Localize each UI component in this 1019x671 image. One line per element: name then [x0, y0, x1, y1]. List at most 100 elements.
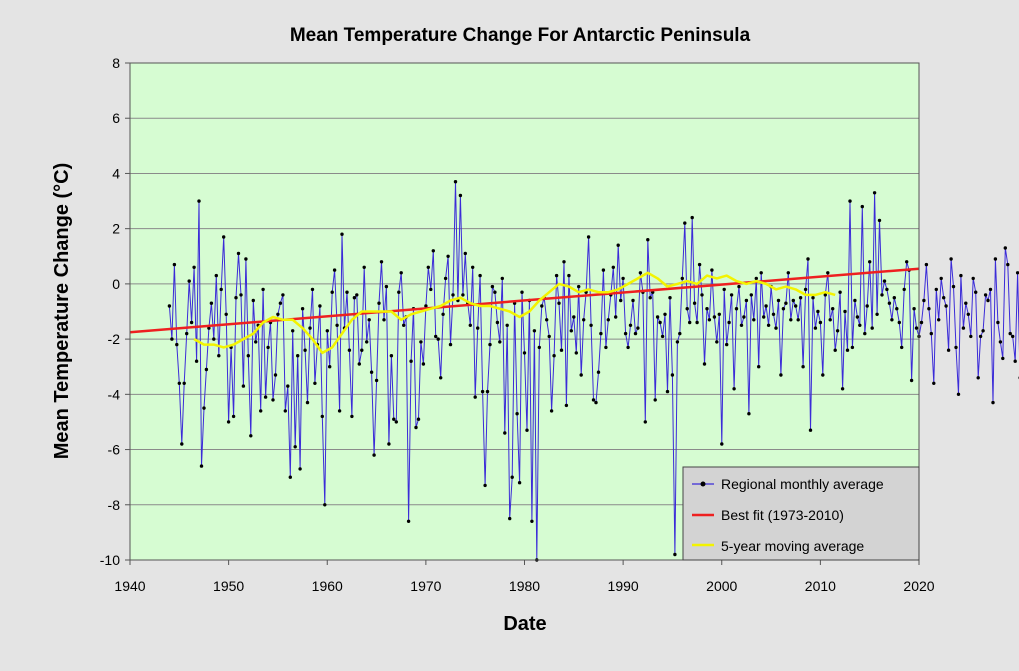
monthly-point	[559, 348, 564, 352]
monthly-point	[956, 392, 961, 396]
monthly-point	[308, 326, 312, 330]
monthly-point	[939, 276, 943, 281]
monthly-point	[781, 307, 786, 311]
monthly-point	[705, 307, 709, 311]
monthly-point	[927, 307, 931, 311]
monthly-point	[604, 345, 608, 350]
monthly-point	[419, 340, 423, 344]
monthly-point	[670, 373, 675, 377]
monthly-point	[833, 348, 837, 352]
monthly-point	[789, 318, 793, 322]
monthly-point	[887, 301, 892, 305]
monthly-point	[747, 412, 751, 416]
monthly-point	[988, 287, 993, 292]
monthly-point	[732, 387, 736, 391]
monthly-point	[944, 304, 948, 308]
monthly-point	[811, 296, 815, 300]
monthly-point	[379, 260, 384, 264]
monthly-point	[332, 268, 337, 272]
monthly-point	[259, 409, 263, 413]
monthly-point	[291, 329, 295, 333]
monthly-point	[288, 475, 292, 479]
monthly-point	[286, 384, 290, 388]
monthly-point	[710, 268, 714, 272]
monthly-point	[655, 315, 660, 319]
monthly-point	[978, 334, 983, 339]
monthly-point	[855, 315, 860, 319]
monthly-point	[643, 420, 647, 424]
monthly-point	[690, 215, 694, 220]
monthly-point	[673, 552, 677, 557]
plot-border	[129, 62, 920, 561]
monthly-point	[323, 503, 327, 507]
monthly-point	[463, 251, 467, 256]
y-tick-label: -10	[100, 552, 120, 568]
monthly-point	[382, 318, 386, 322]
monthly-point	[762, 315, 766, 319]
monthly-point	[752, 318, 756, 322]
monthly-line	[168, 181, 1019, 561]
monthly-point	[303, 348, 307, 352]
monthly-point	[458, 193, 463, 198]
monthly-point	[934, 287, 938, 292]
monthly-point	[434, 334, 438, 339]
best-fit-line	[129, 267, 920, 334]
monthly-point	[325, 329, 329, 333]
monthly-point	[969, 334, 973, 339]
monthly-point	[868, 260, 872, 264]
y-tick-label: -2	[108, 331, 121, 347]
monthly-point	[1015, 271, 1019, 275]
monthly-point	[949, 257, 953, 261]
monthly-point	[421, 362, 426, 366]
monthly-point	[816, 309, 820, 314]
y-tick-label: 2	[112, 221, 120, 237]
monthly-point	[675, 340, 680, 344]
monthly-point	[537, 345, 541, 350]
x-tick-label: 2000	[706, 578, 737, 594]
monthly-point	[510, 475, 514, 479]
monthly-point	[330, 290, 334, 294]
monthly-point	[796, 318, 800, 322]
monthly-point	[579, 373, 583, 377]
monthly-point	[991, 400, 995, 405]
monthly-point	[476, 326, 480, 330]
monthly-point	[1003, 246, 1007, 250]
monthly-point	[345, 290, 349, 294]
monthly-point	[495, 320, 500, 325]
monthly-point	[360, 348, 364, 352]
monthly-point	[387, 442, 391, 446]
monthly-point	[628, 323, 633, 327]
monthly-point	[212, 337, 216, 341]
monthly-point	[337, 409, 342, 413]
monthly-point	[648, 296, 652, 300]
monthly-point	[685, 307, 689, 311]
monthly-point	[189, 320, 194, 325]
monthly-point	[744, 298, 749, 303]
monthly-point	[207, 326, 211, 330]
monthly-point	[471, 265, 475, 269]
monthly-point	[776, 298, 781, 303]
monthly-point	[616, 243, 620, 247]
y-axis-ticks: -10 -8 -6 -4 -2 0 2 4 6 8	[100, 55, 130, 568]
monthly-point	[209, 301, 214, 305]
monthly-point	[231, 414, 236, 419]
monthly-point	[357, 362, 361, 366]
monthly-point	[439, 376, 443, 380]
monthly-point	[806, 257, 810, 261]
monthly-point	[902, 287, 906, 292]
monthly-point	[900, 345, 904, 350]
monthly-point	[552, 354, 556, 358]
monthly-point	[766, 323, 771, 327]
monthly-point	[734, 307, 739, 311]
monthly-point	[818, 320, 823, 325]
monthly-point	[922, 298, 926, 303]
monthly-point	[246, 354, 250, 358]
x-tick-label: 1990	[608, 578, 639, 594]
monthly-point	[441, 312, 445, 316]
monthly-point	[350, 414, 354, 419]
monthly-point	[722, 287, 726, 292]
monthly-point	[244, 257, 248, 261]
monthly-point	[451, 293, 455, 297]
monthly-point	[547, 334, 551, 339]
